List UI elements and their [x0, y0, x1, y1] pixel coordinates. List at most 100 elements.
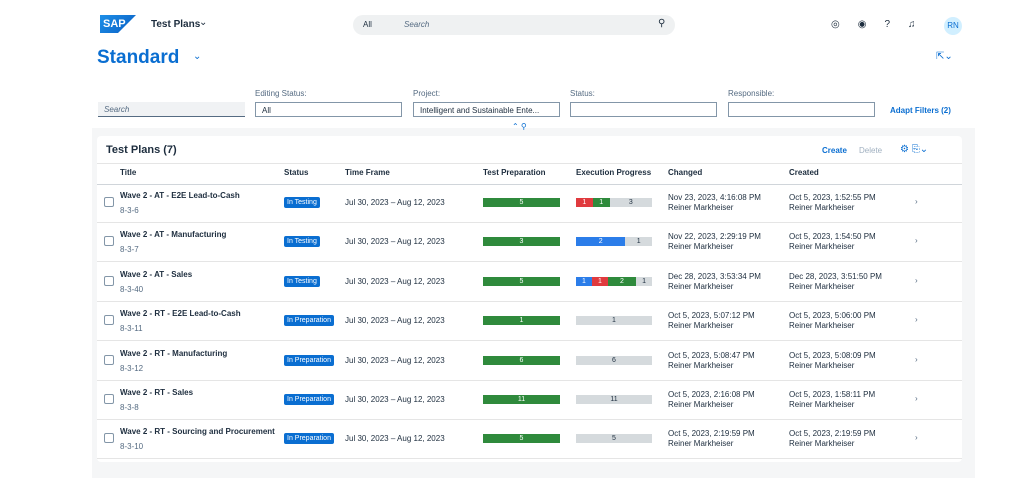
shell-icons[interactable]: ◎◉?♫ — [831, 19, 934, 30]
column-header[interactable]: Created — [789, 168, 819, 177]
execution-bar: 5 — [576, 434, 652, 444]
logo[interactable]: SAP — [100, 15, 136, 33]
preparation-bar: 5 — [483, 276, 560, 286]
plan-id: 8-3-10 — [120, 442, 144, 452]
plan-id: 8-3-7 — [120, 245, 139, 255]
execution-segment: 2 — [576, 237, 626, 247]
filter-select[interactable]: All — [255, 102, 402, 117]
collapse-pin[interactable]: ⌃ ⚲ — [512, 122, 527, 131]
row-checkbox[interactable] — [104, 236, 114, 247]
search-icon[interactable]: ⚲ — [658, 18, 666, 29]
created-by: Reiner Markheiser — [789, 321, 855, 331]
execution-segment: 6 — [576, 355, 652, 365]
filter-search[interactable]: Search — [98, 102, 245, 117]
table-row[interactable]: Wave 2 - RT - Manufacturing 8-3-12 In Pr… — [97, 341, 962, 381]
table-row[interactable]: Wave 2 - RT - Sales 8-3-8 In Preparation… — [97, 380, 962, 420]
changed-date: Nov 23, 2023, 4:16:08 PM — [668, 193, 761, 202]
row-navigation[interactable]: › — [915, 433, 918, 443]
create-button[interactable]: Create — [822, 146, 847, 155]
column-header[interactable]: Test Preparation — [483, 168, 546, 177]
plan-id: 8-3-12 — [120, 363, 144, 373]
preparation-bar: 5 — [483, 434, 560, 444]
table-card — [97, 136, 962, 462]
changed-date: Oct 5, 2023, 5:08:47 PM — [668, 350, 755, 360]
table-title: Test Plans (7) — [106, 144, 177, 156]
filter-label: Project: — [413, 89, 441, 98]
app-menu-icon[interactable]: ⌄ — [199, 17, 208, 28]
search-scope[interactable]: All — [363, 20, 372, 29]
adapt-filters[interactable]: Adapt Filters (2) — [890, 106, 951, 115]
created-by: Reiner Markheiser — [789, 203, 855, 212]
execution-bar: 6 — [576, 355, 652, 365]
share-icon[interactable]: ⇱⌄ — [936, 51, 953, 62]
time-frame: Jul 30, 2023 – Aug 12, 2023 — [345, 395, 445, 404]
row-checkbox[interactable] — [104, 394, 114, 404]
preparation-bar: 11 — [483, 395, 560, 404]
row-navigation[interactable]: › — [915, 315, 918, 325]
changed-date: Oct 5, 2023, 5:07:12 PM — [668, 311, 755, 321]
created-date: Oct 5, 2023, 1:54:50 PM — [789, 232, 876, 242]
table-settings[interactable]: ⚙ ⎘⌄ — [900, 144, 929, 155]
filter-label: Editing Status: — [255, 89, 307, 98]
column-header[interactable]: Time Frame — [345, 168, 390, 177]
time-frame: Jul 30, 2023 – Aug 12, 2023 — [345, 434, 445, 444]
delete-button[interactable]: Delete — [859, 146, 883, 155]
table-row[interactable]: Wave 2 - RT - Sourcing and Procurement 8… — [97, 419, 962, 460]
time-frame: Jul 30, 2023 – Aug 12, 2023 — [345, 198, 445, 207]
created-date: Oct 5, 2023, 1:58:11 PM — [789, 390, 876, 399]
variant-menu[interactable]: ⌄ — [193, 51, 202, 62]
plan-title: Wave 2 - AT - E2E Lead-to-Cash — [120, 191, 240, 200]
table-row[interactable]: Wave 2 - AT - Manufacturing 8-3-7 In Tes… — [97, 222, 962, 263]
execution-segment: 1 — [591, 276, 608, 286]
table-row[interactable]: Wave 2 - RT - E2E Lead-to-Cash 8-3-11 In… — [97, 301, 962, 342]
filter-value-help[interactable] — [728, 102, 875, 117]
created-by: Reiner Markheiser — [789, 281, 855, 291]
plan-id: 8-3-40 — [120, 284, 144, 294]
row-checkbox[interactable] — [104, 433, 114, 444]
column-header[interactable]: Changed — [668, 168, 703, 177]
variant-title[interactable]: Standard — [97, 47, 180, 68]
time-frame: Jul 30, 2023 – Aug 12, 2023 — [345, 355, 445, 365]
row-checkbox[interactable] — [104, 354, 114, 365]
column-header[interactable]: Status — [284, 168, 309, 177]
table-row[interactable]: Wave 2 - AT - Sales 8-3-40 In Testing Ju… — [97, 262, 962, 302]
status-badge: In Preparation — [284, 354, 334, 366]
plan-title: Wave 2 - RT - Sourcing and Procurement — [120, 427, 275, 437]
filter-select[interactable]: Intelligent and Sustainable Ente... — [413, 102, 560, 117]
changed-by: Reiner Markheiser — [668, 439, 734, 449]
row-navigation[interactable]: › — [915, 236, 918, 246]
status-badge: In Preparation — [284, 394, 334, 405]
row-checkbox[interactable] — [104, 275, 114, 286]
created-by: Reiner Markheiser — [789, 360, 855, 370]
execution-segment: 5 — [576, 434, 652, 444]
preparation-bar: 1 — [483, 316, 560, 326]
created-by: Reiner Markheiser — [789, 439, 855, 449]
app-title[interactable]: Test Plans — [151, 19, 201, 30]
avatar[interactable]: RN — [944, 17, 962, 35]
row-navigation[interactable]: › — [915, 275, 918, 285]
table-row[interactable]: Wave 2 - AT - E2E Lead-to-Cash 8-3-6 In … — [97, 183, 962, 223]
search-input[interactable]: Search — [404, 20, 430, 29]
status-badge: In Testing — [284, 236, 320, 248]
execution-segment: 1 — [576, 198, 593, 207]
column-header[interactable]: Title — [120, 168, 137, 177]
row-navigation[interactable]: › — [915, 394, 918, 403]
created-date: Oct 5, 2023, 5:08:09 PM — [789, 350, 876, 360]
filter-select[interactable] — [570, 102, 717, 117]
changed-by: Reiner Markheiser — [668, 242, 734, 252]
execution-bar: 1 — [576, 316, 652, 326]
time-frame: Jul 30, 2023 – Aug 12, 2023 — [345, 276, 445, 286]
search-bar[interactable] — [353, 15, 675, 35]
changed-date: Oct 5, 2023, 2:19:59 PM — [668, 429, 755, 439]
status-badge: In Preparation — [284, 433, 334, 445]
row-navigation[interactable]: › — [915, 354, 918, 364]
row-checkbox[interactable] — [104, 315, 114, 326]
filter-label: Status: — [570, 89, 595, 98]
column-header[interactable]: Execution Progress — [576, 168, 652, 177]
row-navigation[interactable]: › — [915, 197, 918, 206]
row-checkbox[interactable] — [104, 197, 114, 207]
